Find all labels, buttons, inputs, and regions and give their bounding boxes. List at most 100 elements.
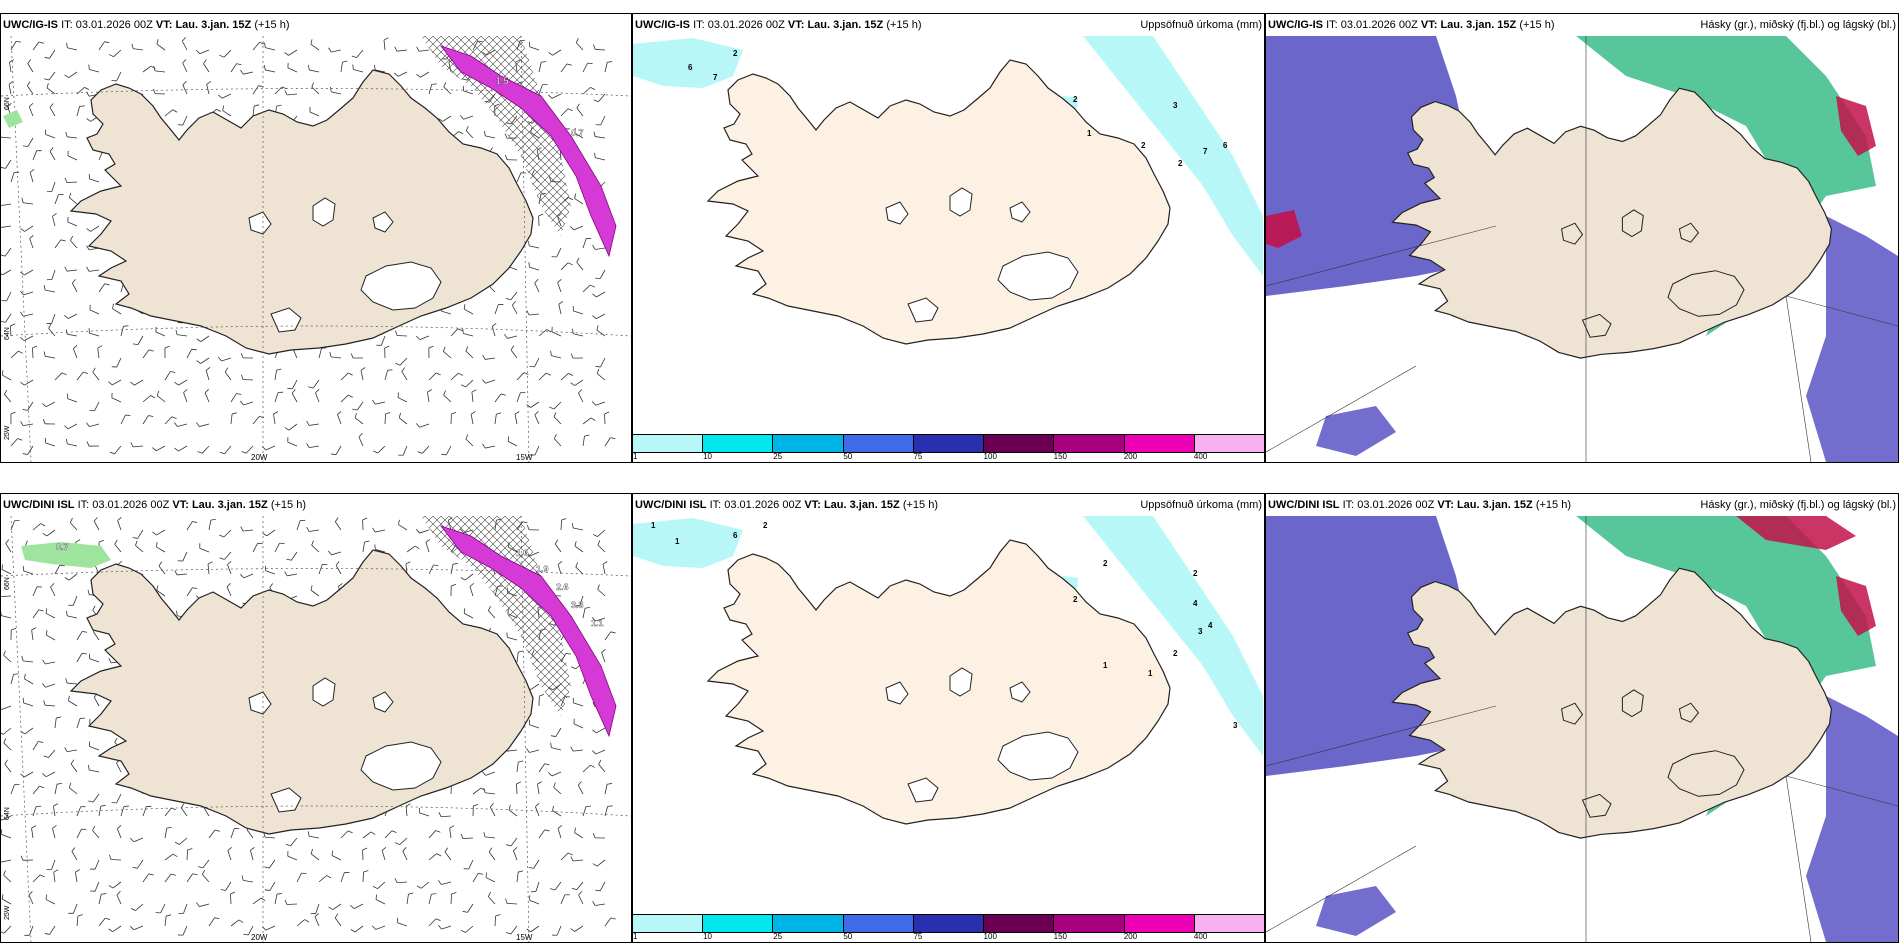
glacier [312, 677, 336, 707]
glacier [248, 691, 272, 715]
colorbar-tick-label: 150 [1053, 452, 1068, 461]
glacier [1667, 750, 1745, 797]
panel-ig-precip: UWC/IG-IS IT: 03.01.2026 00Z VT: Lau. 3.… [632, 13, 1265, 463]
colorbar-swatch [1054, 915, 1125, 932]
colorbar-tick-label: 100 [983, 452, 997, 461]
map-label: 3 [1198, 627, 1203, 636]
map-label: 6 [1223, 141, 1228, 150]
map-label: 15W [516, 933, 533, 942]
colorbar-swatch [703, 435, 774, 452]
map-label: 4 [1193, 599, 1198, 608]
map-label: 1.6 [516, 548, 529, 558]
valid-time: Lau. 3.jan. 15Z [823, 499, 900, 511]
map-label: 25W [4, 905, 11, 920]
iceland-land [69, 69, 534, 355]
map-label: 4 [1208, 621, 1213, 630]
panel-header: UWC/IG-IS IT: 03.01.2026 00Z VT: Lau. 3.… [1266, 14, 1898, 36]
light-precip-patch [3, 110, 23, 128]
mid-cloud [1736, 516, 1856, 550]
map-label: 2 [1103, 559, 1108, 568]
init-time: 03.01.2026 00Z [707, 19, 785, 31]
panel-right-title: Uppsöfnuð úrkoma (mm) [1140, 19, 1262, 31]
lead-time: (+15 h) [1535, 499, 1571, 511]
map-label: 0.7 [56, 542, 69, 552]
valid-time: Lau. 3.jan. 15Z [191, 499, 268, 511]
init-time: 03.01.2026 00Z [1357, 499, 1435, 511]
colorbar-tick-label: 200 [1123, 452, 1138, 461]
colorbar-tick-label: 50 [843, 452, 853, 461]
glacier [1678, 702, 1700, 723]
map-label: 2 [763, 521, 768, 530]
colorbar-tick-label: 400 [1193, 452, 1208, 461]
glacier [907, 297, 939, 323]
heavy-band [439, 525, 617, 738]
map-label: 15W [516, 453, 533, 462]
colorbar-swatch [773, 435, 844, 452]
map-label: 6 [688, 63, 693, 72]
glacier [885, 201, 909, 225]
panel-ig-cloud: UWC/IG-IS IT: 03.01.2026 00Z VT: Lau. 3.… [1265, 13, 1899, 463]
map-label: 20W [251, 933, 268, 942]
high-cloud [1576, 516, 1876, 816]
colorbar-tick-label: 25 [773, 932, 783, 941]
model-name: UWC/IG-IS [635, 19, 690, 31]
panel-header: UWC/DINI ISL IT: 03.01.2026 00Z VT: Lau.… [633, 494, 1264, 516]
map-label: 2 [1073, 595, 1078, 604]
colorbar-swatch [633, 915, 704, 932]
map-label: 3 [1233, 721, 1238, 730]
glacier [248, 211, 272, 235]
colorbar-tick-label: 75 [913, 452, 923, 461]
low-cloud [1316, 406, 1396, 456]
model-name: UWC/DINI ISL [1268, 499, 1340, 511]
glacier [1581, 793, 1612, 818]
panel-header: UWC/DINI ISL IT: 03.01.2026 00Z VT: Lau.… [1266, 494, 1898, 516]
colorbar-swatch [843, 915, 914, 932]
colorbar-swatch [1054, 435, 1125, 452]
panel-right-title: Hásky (gr.), miðský (fj.bl.) og lágský (… [1700, 499, 1896, 511]
map-label: 25W [4, 425, 11, 440]
glacier [949, 187, 973, 217]
iceland-land [1391, 567, 1833, 839]
glacier [1561, 222, 1584, 245]
low-cloud [1316, 886, 1396, 936]
valid-time: Lau. 3.jan. 15Z [1440, 19, 1517, 31]
lead-time: (+15 h) [1519, 19, 1555, 31]
precip-type-hatch [421, 516, 571, 716]
colorbar-tick-label: 10 [703, 452, 713, 461]
glacier [1621, 689, 1644, 718]
wind-map: 20W 15W 66N 64N 25W 0.7 1.6 1.9 2.63.3 1.1 [1, 516, 631, 942]
projection-lines [1266, 516, 1898, 942]
map-label: 1 [675, 537, 680, 546]
map-label: 2 [1193, 569, 1198, 578]
heavy-band [439, 45, 617, 258]
light-precip-patch [21, 542, 111, 568]
map-label: 1.5 [496, 76, 509, 86]
glacier [1667, 270, 1745, 317]
wind-map: 20W 15W 66N 64N 25W 1.5 0.7 [1, 36, 631, 462]
glacier [1581, 313, 1612, 338]
panel-header: UWC/DINI ISL IT: 03.01.2026 00Z VT: Lau.… [3, 499, 306, 511]
glacier [1561, 702, 1584, 725]
model-name: UWC/DINI ISL [635, 499, 707, 511]
colorbar-swatch [703, 915, 774, 932]
map-label: 1 [1148, 669, 1153, 678]
map-label: 2 [733, 49, 738, 58]
precip-area [1083, 36, 1263, 276]
precip-colorbar: 1 10 25 50 75 100 150 200 400 [633, 434, 1264, 462]
init-time: 03.01.2026 00Z [75, 19, 153, 31]
precip-map: 6 2 7 2 1 2 3 2 7 6 [633, 36, 1264, 434]
low-cloud [1266, 516, 1481, 776]
high-cloud [1576, 36, 1876, 336]
map-label: 2 [1073, 95, 1078, 104]
glacier [1678, 222, 1700, 243]
lead-time: (+15 h) [254, 19, 290, 31]
valid-time: Lau. 3.jan. 15Z [175, 19, 252, 31]
precip-area [633, 38, 743, 88]
map-label: 3 [1173, 101, 1178, 110]
lead-time: (+15 h) [270, 499, 306, 511]
colorbar-tick-label: 1 [633, 452, 638, 461]
map-label: 7 [1203, 147, 1208, 156]
glacier [1009, 201, 1031, 223]
colorbar-tick-label: 100 [983, 932, 997, 941]
